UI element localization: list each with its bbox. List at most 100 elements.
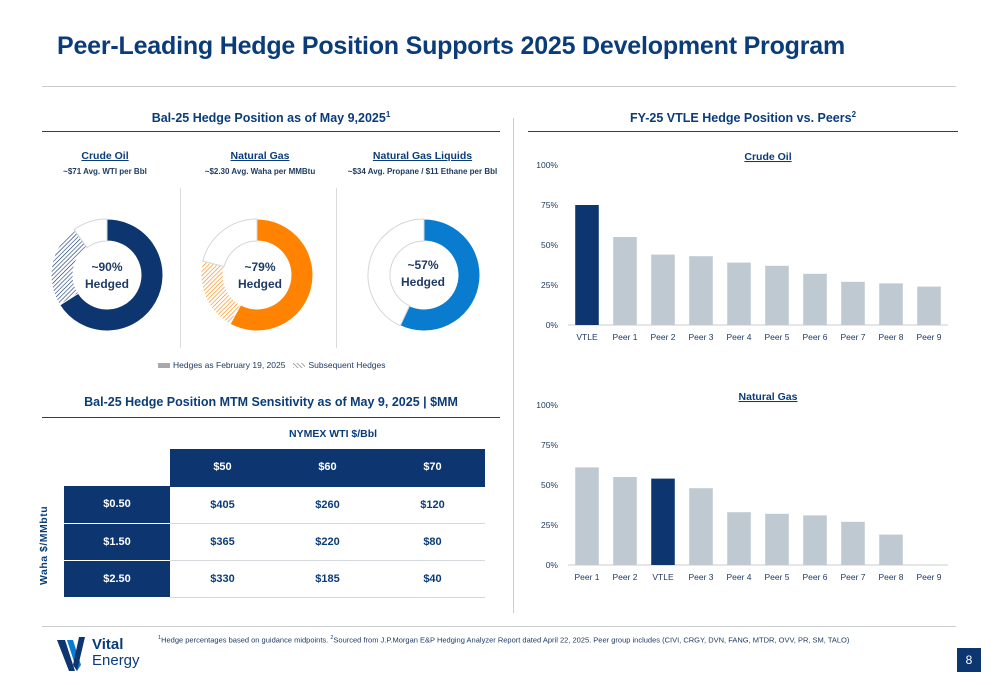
mtm-row-header: $1.50	[64, 523, 170, 561]
donut-gas-sub: ~$2.30 Avg. Waha per MMBtu	[204, 167, 316, 176]
donut-chart-ngl	[367, 218, 481, 332]
x-tick-label: VTLE	[652, 572, 674, 582]
footnote-text-2: Sourced from J.P.Morgan E&P Hedging Anal…	[333, 635, 850, 645]
mtm-cell: $120	[380, 486, 485, 524]
bar-peer-4	[727, 262, 751, 325]
y-tick-label: 50%	[541, 240, 558, 250]
table-row: $1.50 $365 $220 $80	[64, 523, 485, 561]
donut-chart-crude	[50, 218, 164, 332]
footnote-ref-1: 1	[385, 110, 391, 119]
x-tick-label: Peer 4	[726, 332, 751, 342]
bar-peer-8	[879, 283, 903, 325]
legend-label-feb: Hedges as February 19, 2025	[173, 360, 286, 370]
x-tick-label: Peer 5	[764, 332, 789, 342]
y-tick-label: 100%	[536, 160, 558, 170]
footnote-ref-2: 2	[851, 110, 857, 119]
donut-segment-hedged	[229, 218, 314, 332]
x-tick-label: Peer 4	[726, 572, 751, 582]
hedge-position-heading-text: Bal-25 Hedge Position as of May 9,2025	[151, 111, 386, 126]
donut-segment-hedged	[399, 218, 481, 332]
mtm-col-header: $60	[275, 449, 380, 487]
bar-peer-5	[765, 265, 789, 325]
bar-peer-7	[841, 521, 865, 565]
donut-crude-name: Crude Oil	[81, 150, 129, 162]
x-tick-label: Peer 5	[764, 572, 789, 582]
y-tick-label: 75%	[541, 200, 558, 210]
bar-peer-3	[689, 256, 713, 325]
natural-gas-bar-chart: Natural Gas 0% 25% 50% 75% 100% Peer 1 Peer 2 VT…	[536, 391, 948, 582]
mtm-cell: $40	[380, 560, 485, 598]
donut-gas-label: ~79% Hedged	[225, 259, 295, 293]
donut-crude-sub: ~$71 Avg. WTI per Bbl	[63, 167, 147, 176]
hedge-position-rule	[42, 131, 500, 132]
donut-ngl-sub: ~$34 Avg. Propane / $11 Ethane per Bbl	[347, 167, 498, 176]
bar-peer-6	[803, 515, 827, 565]
donut-ngl-header: Natural Gas Liquids ~$34 Avg. Propane / …	[340, 150, 505, 176]
donut-ngl-pct: ~57%	[407, 258, 439, 272]
x-tick-label: Peer 2	[650, 332, 675, 342]
x-tick-label: VTLE	[576, 332, 598, 342]
bar-peer-8	[879, 534, 903, 565]
logo-line-2: Energy	[92, 652, 140, 669]
chart-title: Crude Oil	[744, 151, 791, 163]
donut-segment-unhedged	[367, 218, 425, 327]
donut-crude-hedged: Hedged	[84, 277, 129, 291]
donut-gas-pct: ~79%	[244, 260, 276, 274]
donut-segment-unhedged	[202, 218, 258, 268]
footnote-sup-1: 1	[158, 635, 162, 641]
donut-gas-hedged: Hedged	[237, 277, 282, 291]
x-tick-label: Peer 8	[878, 572, 903, 582]
peers-heading-text: FY-25 VTLE Hedge Position vs. Peers	[629, 111, 852, 126]
bar-peer-1	[575, 467, 599, 565]
bar-peer-5	[765, 513, 789, 565]
company-logo-text: Vital Energy	[92, 637, 140, 669]
mtm-cell: $80	[380, 523, 485, 561]
legend-label-subsequent: Subsequent Hedges	[308, 360, 386, 370]
crude-oil-bar-chart: Crude Oil 0% 25% 50% 75% 100% VTLE Peer 1 Peer 2…	[536, 151, 948, 342]
x-tick-label: Peer 3	[688, 572, 713, 582]
logo-line-1: Vital	[92, 636, 124, 653]
x-tick-label: Peer 1	[612, 332, 637, 342]
mtm-table: $50 $60 $70 $0.50 $405 $260 $120 $1.50 $…	[64, 449, 485, 598]
x-tick-label: Peer 8	[878, 332, 903, 342]
y-tick-label: 0%	[546, 320, 559, 330]
mtm-header-row: $50 $60 $70	[64, 449, 485, 487]
donut-segment-hedged	[59, 218, 164, 332]
legend-item-subsequent: Subsequent Hedges	[293, 360, 386, 370]
mtm-row-header: $2.50	[64, 560, 170, 598]
mtm-cell: $260	[275, 486, 380, 524]
vital-energy-logo-icon	[57, 637, 85, 671]
mtm-cell: $185	[275, 560, 380, 598]
x-tick-label: Peer 9	[916, 332, 941, 342]
footnote: 1Hedge percentages based on guidance mid…	[158, 635, 849, 645]
page-number: 8	[957, 648, 981, 672]
mtm-rule	[42, 417, 500, 418]
donut-crude-label: ~90% Hedged	[72, 259, 142, 293]
mtm-row-header: $0.50	[64, 486, 170, 524]
bar-peer-9	[917, 286, 941, 325]
title-divider	[42, 86, 956, 87]
donut-crude-pct: ~90%	[91, 260, 123, 274]
mtm-cell: $330	[170, 560, 275, 598]
legend-swatch-solid	[158, 363, 170, 369]
y-tick-label: 25%	[541, 520, 558, 530]
x-tick-label: Peer 6	[802, 572, 827, 582]
bar-vtle	[575, 205, 599, 325]
mtm-cell: $365	[170, 523, 275, 561]
bar-peer-6	[803, 273, 827, 325]
table-row: $2.50 $330 $185 $40	[64, 560, 485, 598]
donut-ngl-label: ~57% Hedged	[388, 257, 458, 291]
donut-ngl-name: Natural Gas Liquids	[372, 150, 473, 162]
donut-crude-header: Crude Oil ~$71 Avg. WTI per Bbl	[30, 150, 180, 176]
mtm-cell: $220	[275, 523, 380, 561]
bar-vtle	[651, 478, 675, 565]
x-tick-label: Peer 1	[574, 572, 599, 582]
mtm-corner	[64, 449, 170, 486]
footnote-text-1: Hedge percentages based on guidance midp…	[161, 635, 331, 645]
footnote-sup-2: 2	[330, 635, 334, 641]
bar-peer-7	[841, 281, 865, 325]
bar-peer-1	[613, 237, 637, 325]
donut-ngl-hedged: Hedged	[400, 275, 445, 289]
legend-item-feb: Hedges as February 19, 2025	[158, 360, 285, 370]
bar-peer-4	[727, 512, 751, 565]
